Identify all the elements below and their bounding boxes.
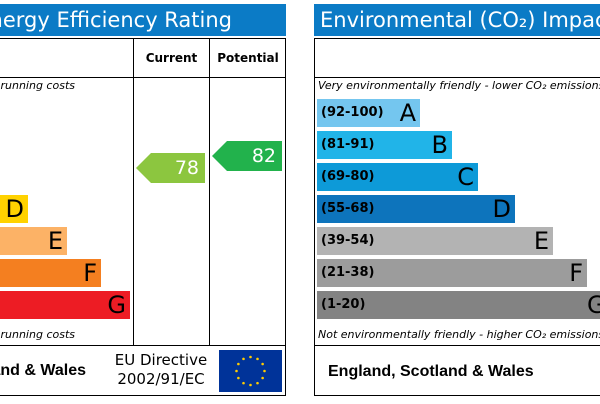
environment-footer-divider: [314, 345, 600, 346]
environment-band-d: (55-68) D: [317, 195, 515, 223]
environment-band-d-letter: D: [492, 195, 511, 223]
energy-band-f-letter: F: [83, 259, 97, 287]
eu-flag-icon: [219, 350, 282, 392]
environment-band-a: (92-100) A: [317, 99, 420, 127]
environment-band-g-letter: G: [587, 291, 600, 319]
energy-bottom-note: Not energy efficient - higher running co…: [0, 328, 75, 341]
environment-bands: (92-100) A (81-91) B (69-80) C (55-68) D…: [314, 96, 600, 324]
energy-title-bar: Energy Efficiency Rating: [0, 4, 286, 36]
current-column-header: Current: [145, 51, 198, 65]
energy-col-divider-1: [133, 38, 134, 346]
environment-footer-region: England, Scotland & Wales: [328, 363, 534, 380]
environment-band-e-letter: E: [533, 227, 549, 255]
current-rating-arrow: 78: [136, 153, 205, 183]
energy-band-d: D: [0, 195, 28, 223]
environment-top-note: Very environmentally friendly - lower CO…: [318, 79, 600, 92]
environment-band-f-letter: F: [569, 259, 583, 287]
energy-band-f: F: [0, 259, 101, 287]
environment-header-divider: [314, 77, 600, 78]
potential-column-header: Potential: [217, 51, 279, 65]
environment-frame: [314, 38, 600, 396]
energy-top-note: Very energy efficient - lower running co…: [0, 79, 75, 92]
eu-directive-text: EU Directive 2002/91/EC: [114, 351, 208, 388]
energy-band-e: E: [0, 227, 67, 255]
energy-footer-region: England, Scotland & Wales: [0, 362, 86, 379]
environment-title: Environmental (CO₂) Impact Rating: [320, 8, 600, 32]
potential-rating-arrow: 82: [212, 141, 282, 171]
environment-band-e: (39-54) E: [317, 227, 553, 255]
environment-band-c: (69-80) C: [317, 163, 478, 191]
environment-bottom-note: Not environmentally friendly - higher CO…: [318, 328, 600, 341]
environment-title-bar: Environmental (CO₂) Impact Rating: [314, 4, 600, 36]
environment-band-b-letter: B: [431, 131, 448, 159]
environment-band-f: (21-38) F: [317, 259, 587, 287]
potential-rating-value: 82: [251, 145, 276, 167]
energy-frame: [0, 38, 286, 396]
current-rating-value: 78: [174, 157, 199, 179]
energy-col-divider-2: [209, 38, 210, 346]
energy-band-g: G: [0, 291, 130, 319]
energy-band-g-letter: G: [107, 291, 126, 319]
environment-band-g: (1-20) G: [317, 291, 600, 319]
energy-footer-divider: [0, 345, 286, 346]
environment-band-a-letter: A: [399, 99, 416, 127]
environment-band-b: (81-91) B: [317, 131, 452, 159]
energy-header-divider: [0, 77, 286, 78]
energy-band-d-letter: D: [5, 195, 24, 223]
environment-band-c-letter: C: [457, 163, 474, 191]
energy-band-e-letter: E: [47, 227, 63, 255]
energy-title: Energy Efficiency Rating: [0, 8, 232, 32]
